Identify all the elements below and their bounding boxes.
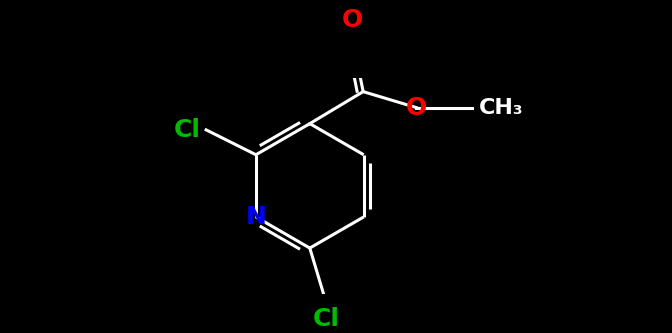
Text: O: O xyxy=(341,8,363,32)
Text: N: N xyxy=(245,205,266,229)
Text: CH₃: CH₃ xyxy=(478,98,523,118)
Text: Cl: Cl xyxy=(312,307,339,331)
Text: O: O xyxy=(406,96,427,120)
Text: Cl: Cl xyxy=(174,118,201,142)
